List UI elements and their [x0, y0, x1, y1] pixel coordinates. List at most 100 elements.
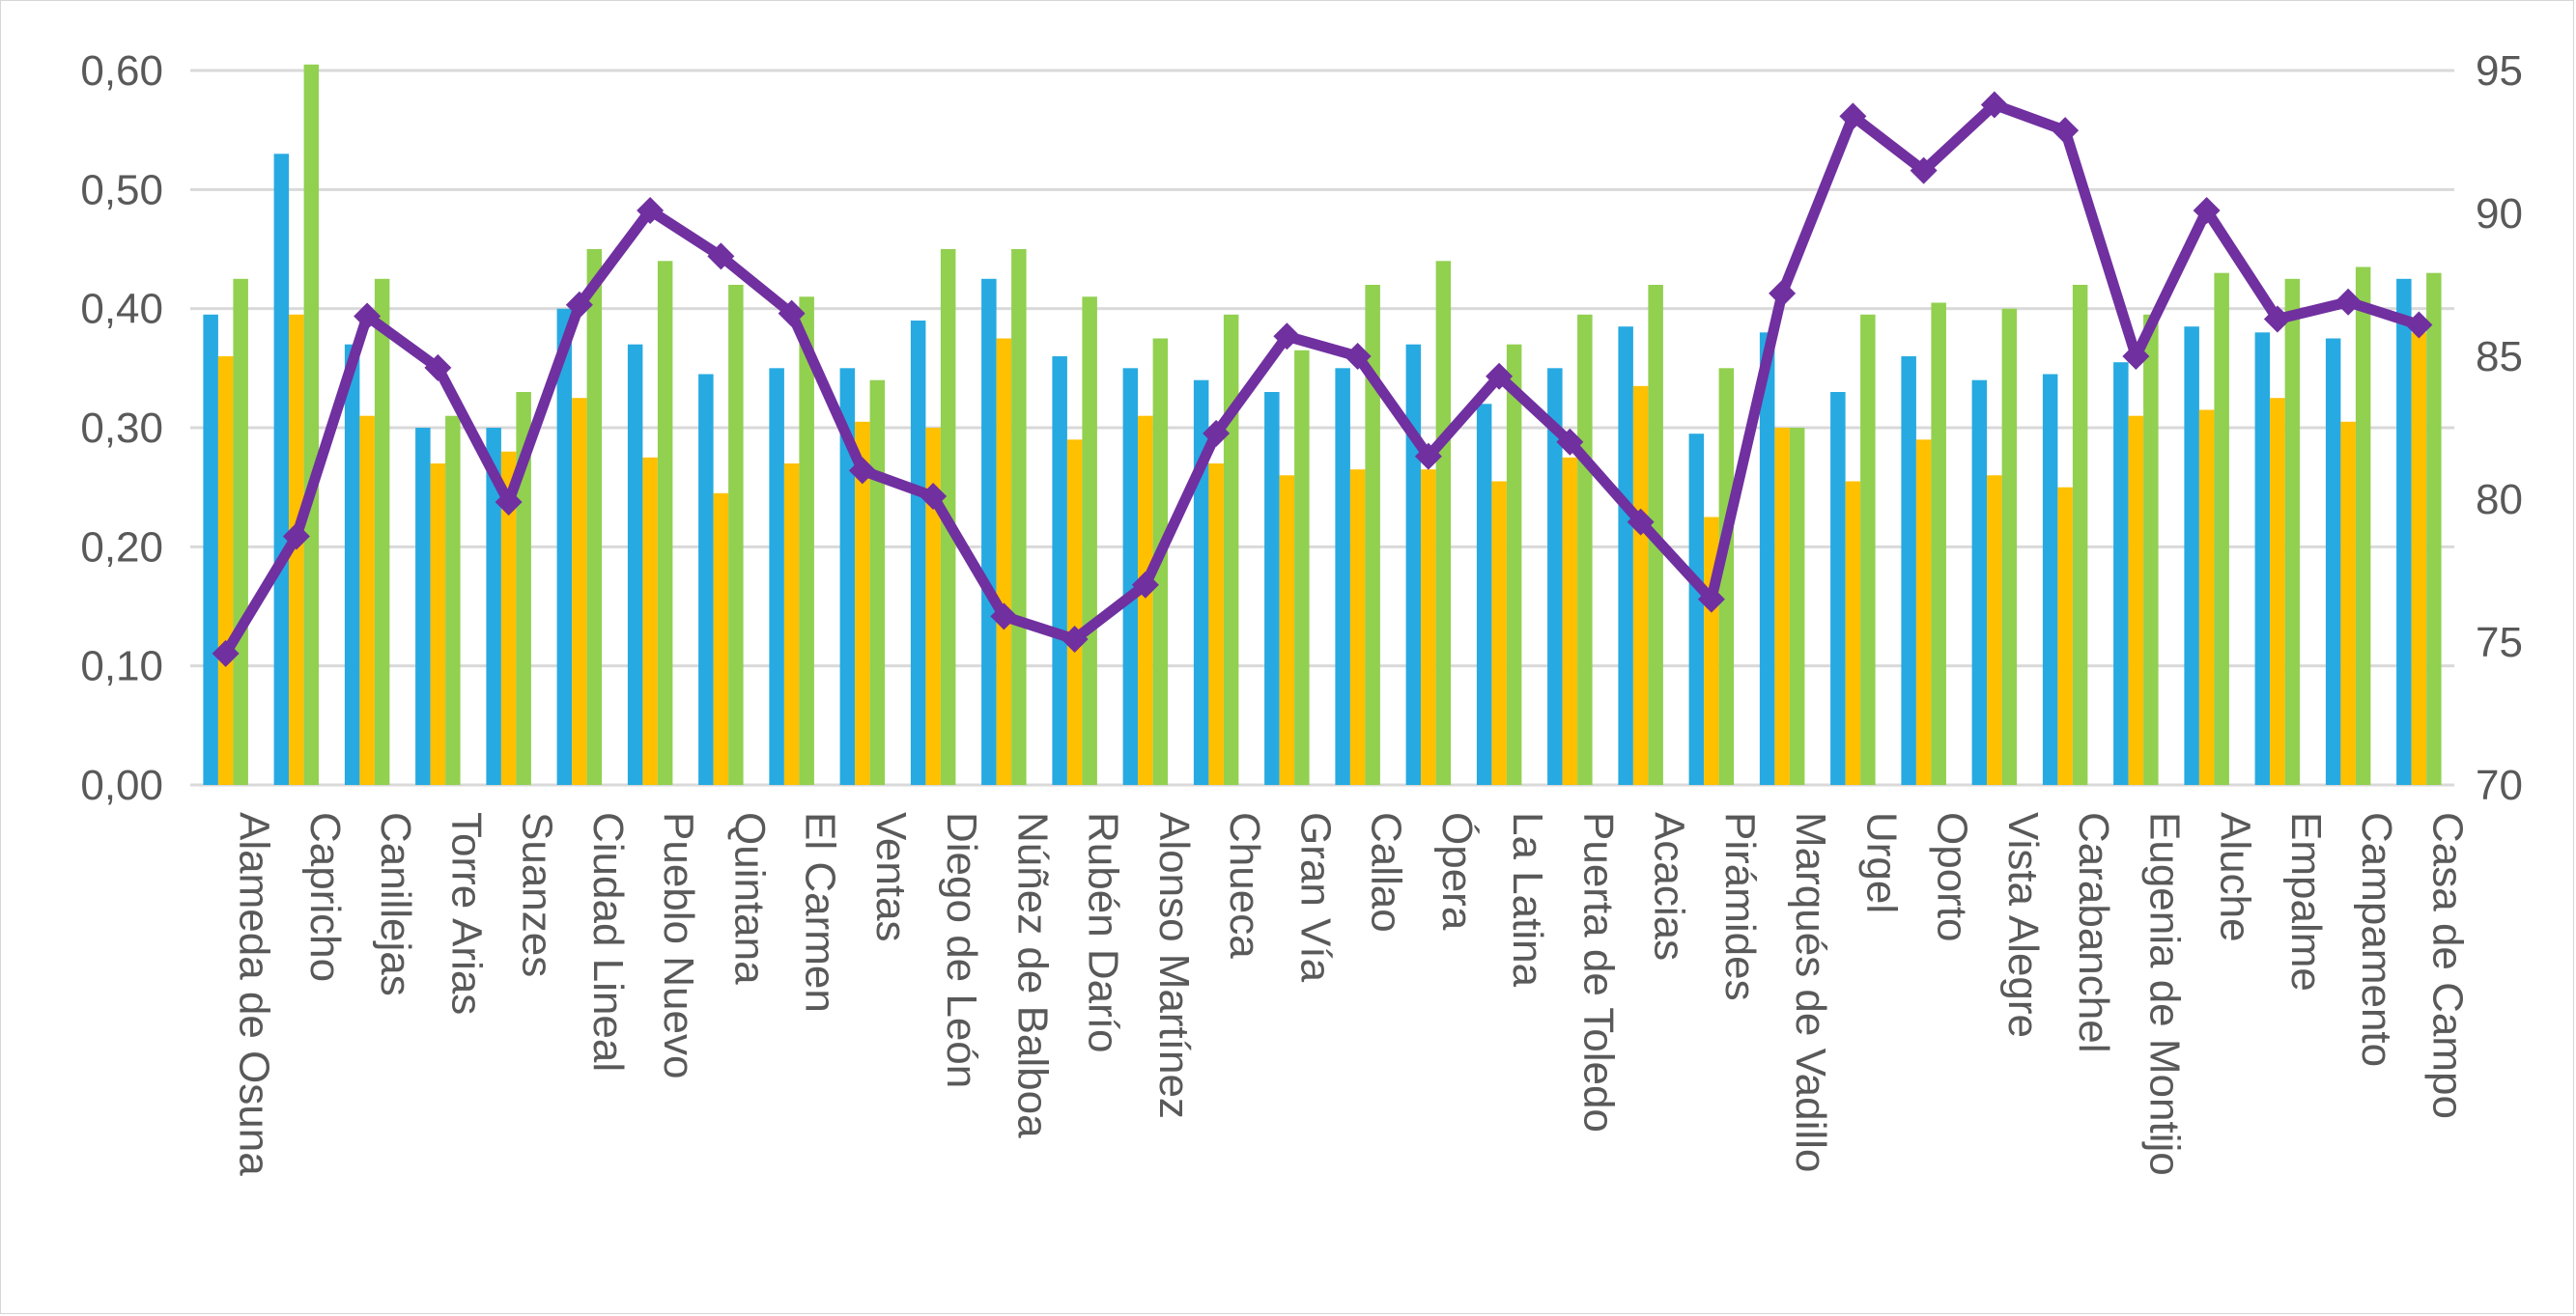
line-marker-diamond: [1344, 343, 1372, 370]
category-label: Ciudad Lineal: [584, 812, 632, 1072]
bar-green: [1506, 344, 1522, 785]
bar-yellow: [1774, 428, 1790, 785]
bar-yellow: [1138, 415, 1153, 785]
right-axis-tick-label: 75: [2476, 619, 2523, 666]
bar-blue: [2042, 374, 2058, 785]
bar-yellow: [1066, 439, 1083, 785]
line-marker-diamond: [354, 302, 382, 330]
bar-yellow: [1915, 439, 1932, 785]
bar-green: [445, 415, 461, 785]
bar-blue: [273, 154, 290, 786]
line-marker-diamond: [1910, 156, 1938, 184]
bar-yellow: [1632, 385, 1649, 785]
category-label: Núñez de Balboa: [1008, 812, 1056, 1138]
category-label: La Latina: [1504, 812, 1551, 988]
bar-green: [1931, 302, 1946, 785]
category-label: Vista Alegre: [1999, 812, 2047, 1038]
category-label: Alameda de Osuna: [231, 812, 278, 1176]
bar-blue: [1405, 344, 1422, 785]
line-marker-diamond: [2193, 197, 2221, 225]
bar-yellow: [1349, 469, 1366, 785]
bar-green: [303, 64, 320, 786]
bar-blue: [1122, 368, 1139, 785]
line-marker-diamond: [2405, 311, 2433, 339]
line-marker-diamond: [1697, 585, 1725, 613]
line-marker-diamond: [1556, 428, 1584, 456]
category-label: Pirámides: [1716, 812, 1764, 1001]
bar-blue: [1547, 368, 1563, 785]
category-label: Campamento: [2353, 812, 2400, 1067]
bar-yellow: [642, 457, 658, 785]
bar-yellow: [925, 428, 941, 785]
bar-blue: [1476, 404, 1492, 785]
bar-yellow: [572, 398, 587, 785]
category-label: Quintana: [725, 812, 773, 985]
left-axis-tick-label: 0,20: [80, 523, 163, 571]
line-marker-diamond: [1980, 91, 2008, 119]
bar-yellow: [2340, 421, 2356, 785]
left-axis-tick-label: 0,00: [80, 762, 163, 809]
category-label: Acacias: [1646, 812, 1693, 961]
bar-blue: [769, 368, 784, 785]
category-label: Pueblo Nuevo: [655, 812, 702, 1078]
bar-green: [2001, 308, 2018, 785]
bar-green: [657, 261, 673, 785]
bar-blue: [1688, 434, 1705, 785]
bar-yellow: [359, 415, 375, 785]
category-label: Rubén Darío: [1080, 812, 1127, 1052]
bar-yellow: [713, 492, 729, 785]
category-label: Canillejas: [372, 812, 419, 996]
bar-blue: [1971, 379, 1988, 785]
bar-blue: [1335, 368, 1350, 785]
category-label: Casa de Campo: [2423, 812, 2471, 1119]
right-axis-tick-label: 85: [2476, 333, 2523, 380]
right-axis-tick-label: 70: [2476, 762, 2523, 809]
line-marker-diamond: [1486, 362, 1514, 390]
bar-yellow: [2270, 398, 2285, 785]
bar-blue: [344, 344, 360, 785]
bar-blue: [910, 321, 926, 785]
line-marker-diamond: [848, 457, 876, 485]
bar-yellow: [1421, 469, 1436, 785]
bar-blue: [1901, 356, 1916, 785]
left-axis-tick-label: 0,10: [80, 643, 163, 690]
category-label: Suanzes: [514, 812, 561, 977]
category-label: Marqués de Vadillo: [1787, 812, 1834, 1172]
bar-blue: [2184, 326, 2199, 785]
left-axis-tick-label: 0,60: [80, 47, 163, 95]
bar-yellow: [855, 421, 870, 785]
line-marker-diamond: [1203, 419, 1231, 447]
bar-blue: [1264, 392, 1280, 785]
left-axis-tick-label: 0,40: [80, 286, 163, 333]
bar-yellow: [430, 463, 446, 785]
line-marker-diamond: [1273, 322, 1301, 350]
bar-green: [374, 278, 390, 785]
line-marker-diamond: [2335, 288, 2363, 316]
bar-green: [233, 278, 248, 785]
line-marker-diamond: [2122, 343, 2150, 370]
line-marker-diamond: [637, 197, 665, 225]
bar-blue: [2325, 338, 2341, 785]
bar-green: [2355, 266, 2371, 785]
bar-blue: [981, 278, 997, 785]
bar-green: [516, 392, 531, 785]
line-marker-diamond: [565, 291, 593, 319]
line-marker-diamond: [1414, 442, 1442, 470]
bar-green: [2284, 278, 2301, 785]
bar-yellow: [1491, 481, 1507, 785]
bar-green: [1223, 314, 1239, 785]
bar-yellow: [217, 356, 234, 785]
bar-yellow: [2057, 487, 2073, 785]
bar-green: [1294, 350, 1310, 785]
bar-green: [2143, 314, 2159, 785]
line-marker-diamond: [1769, 279, 1797, 307]
category-label: Ópera: [1433, 812, 1481, 931]
bar-green: [1860, 314, 1876, 785]
bar-green: [799, 296, 814, 785]
bar-blue: [1618, 326, 1633, 785]
bar-green: [2214, 272, 2229, 785]
category-label: Puerta de Toledo: [1574, 812, 1622, 1133]
bar-green: [586, 249, 603, 785]
category-label: Callao: [1363, 812, 1410, 933]
category-label: Eugenia de Montijo: [2140, 812, 2188, 1176]
